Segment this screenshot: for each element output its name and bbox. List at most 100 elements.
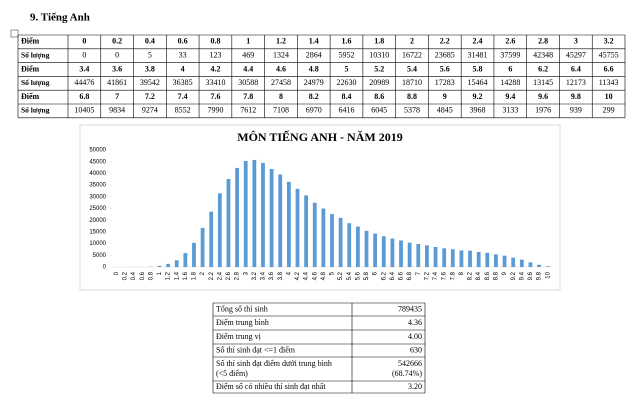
score-cell: 8.8 (407, 92, 417, 101)
score-cell: 4.4 (243, 64, 253, 73)
score-cell: 7.8 (243, 92, 253, 101)
score-cell: 0 (82, 37, 86, 46)
chart-title: MÔN TIẾNG ANH - NĂM 2019 (237, 129, 402, 144)
x-tick-label: 5.6 (355, 271, 361, 280)
score-cell: 0.4 (145, 37, 155, 46)
count-cell: 5378 (404, 106, 420, 115)
score-cell: 2.6 (505, 37, 515, 46)
score-cell: 3 (574, 37, 578, 46)
score-cell: 7.4 (178, 92, 188, 101)
x-tick-label: 3.6 (269, 271, 275, 280)
count-cell: 42348 (533, 51, 553, 60)
bar (192, 242, 196, 267)
count-cell: 18710 (402, 78, 422, 87)
score-cell: 6.4 (571, 64, 581, 73)
count-cell: 36385 (173, 78, 193, 87)
score-cell: 9.2 (473, 92, 483, 101)
count-cell: 939 (570, 106, 582, 115)
score-cell: 1.6 (342, 37, 352, 46)
count-cell: 0 (115, 51, 119, 60)
bar (485, 252, 490, 267)
score-cell: 9.4 (505, 92, 515, 101)
table-handle (10, 29, 19, 38)
count-cell: 24979 (304, 78, 324, 87)
score-cell: 6.8 (79, 92, 89, 101)
count-cell: 299 (603, 106, 615, 115)
x-tick-label: 8.4 (476, 271, 482, 280)
y-tick-label: 10000 (89, 241, 106, 247)
summary-label: Điểm trung bình (216, 318, 269, 327)
x-tick-label: 5.8 (364, 271, 370, 280)
count-cell: 27458 (271, 78, 291, 87)
x-tick-label: 2 (200, 271, 206, 275)
bar (321, 208, 326, 267)
count-cell: 44476 (74, 78, 94, 87)
count-cell: 12173 (566, 78, 586, 87)
count-cell: 7108 (273, 106, 289, 115)
y-tick-label: 50000 (89, 148, 106, 154)
bar (166, 263, 170, 267)
bar (537, 264, 541, 267)
score-cell: 3.4 (79, 64, 89, 73)
x-tick-label: 4.6 (312, 271, 318, 280)
score-cell: 3.8 (145, 64, 155, 73)
x-tick-label: 0.4 (131, 271, 137, 280)
y-tick-label: 25000 (89, 206, 106, 212)
count-cell: 6416 (339, 106, 355, 115)
score-cell: 10 (605, 92, 613, 101)
x-tick-label: 2.4 (217, 271, 223, 280)
count-cell: 2864 (306, 51, 322, 60)
bar (157, 265, 162, 267)
count-cell: 1976 (535, 106, 551, 115)
summary-label: Điểm trung vị (216, 332, 262, 341)
bar (252, 159, 257, 267)
x-tick-label: 8.2 (468, 271, 474, 280)
count-cell: 8552 (175, 106, 191, 115)
row-label: Số lượng (21, 106, 50, 115)
bar (407, 242, 412, 267)
score-cell: 7.2 (145, 92, 155, 101)
x-tick-label: 3.2 (252, 271, 258, 280)
summary-label: Số thí sinh đạt điểm dưới trung bình (216, 359, 332, 368)
score-cell: 3.6 (112, 64, 122, 73)
bar (312, 202, 317, 267)
bar (304, 195, 309, 267)
count-cell: 3968 (470, 106, 486, 115)
x-tick-label: 4.8 (321, 271, 327, 280)
x-tick-label: 0 (114, 271, 120, 275)
bar (390, 238, 395, 267)
x-tick-label: 7 (416, 271, 422, 275)
bar (381, 236, 386, 267)
x-tick-label: 6.4 (390, 271, 396, 280)
bar (545, 266, 550, 267)
bar (243, 161, 248, 267)
x-tick-label: 9.4 (519, 271, 525, 280)
count-cell: 10310 (369, 51, 389, 60)
bar (399, 240, 403, 267)
bar (347, 223, 352, 267)
bar (442, 248, 447, 267)
summary-value: 4.00 (408, 332, 422, 341)
x-tick-label: 4.4 (304, 271, 310, 280)
summary-value: (68.74%) (392, 369, 422, 378)
score-cell: 1.2 (276, 37, 286, 46)
count-cell: 14288 (500, 78, 520, 87)
y-tick-label: 20000 (89, 218, 106, 224)
score-cell: 8.6 (374, 92, 384, 101)
bar (468, 250, 472, 267)
x-tick-label: 6.6 (399, 271, 405, 280)
count-cell: 10405 (74, 106, 94, 115)
score-cell: 0.8 (210, 37, 220, 46)
bar (183, 253, 188, 267)
bar (209, 211, 214, 267)
x-tick-label: 1.6 (183, 271, 189, 280)
x-tick-label: 8.8 (493, 271, 499, 280)
bar (416, 243, 421, 267)
bar (338, 217, 343, 267)
count-cell: 16722 (402, 51, 422, 60)
bar (217, 193, 222, 267)
count-cell: 13145 (533, 78, 553, 87)
score-cell: 2.4 (473, 37, 483, 46)
bar (355, 226, 360, 267)
count-cell: 5952 (339, 51, 355, 60)
